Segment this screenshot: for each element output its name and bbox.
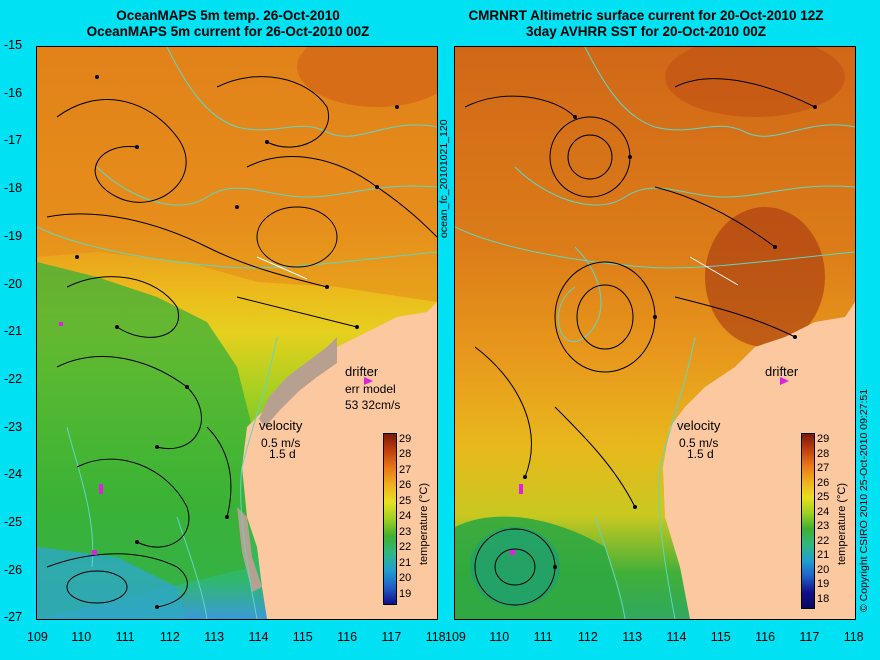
- left-colorbar: [383, 433, 397, 605]
- lon-tick: 110: [489, 630, 510, 644]
- lon-tick: 116: [337, 630, 358, 644]
- right-title-line2: 3day AVHRR SST for 20-Oct-2010 00Z: [525, 24, 767, 39]
- colorbar-tick: 21: [817, 549, 830, 561]
- lat-tick: -21: [4, 324, 23, 339]
- lat-tick: -25: [4, 515, 23, 529]
- model-map-panel: drifter err model 53 32cm/s velocity 0.5…: [36, 46, 438, 620]
- err-model-value: 53 32cm/s: [345, 398, 401, 412]
- velocity-scale: 0.5 m/s: [261, 436, 301, 450]
- lon-tick: 109: [27, 630, 48, 644]
- drifter-label: drifter: [345, 364, 379, 379]
- colorbar-tick: 26: [399, 479, 412, 492]
- observation-map-panel: drifter velocity 0.5 m/s 1.5 d 29 28 27 26 2…: [454, 46, 856, 620]
- left-title-line2: OceanMAPS 5m current for 26-Oct-2010 00Z: [86, 24, 370, 39]
- lon-tick: 118: [425, 630, 446, 644]
- lon-tick: 114: [666, 630, 687, 644]
- lat-tick: -17: [4, 133, 23, 148]
- colorbar-tick: 22: [399, 541, 412, 554]
- colorbar-tick: 24: [817, 505, 830, 518]
- lat-tick: -20: [4, 276, 23, 291]
- drifter-markers: [59, 322, 373, 555]
- right-panel-title: CMRNRT Altimetric surface current for 20…: [446, 8, 846, 40]
- colorbar-tick: 22: [817, 534, 830, 547]
- lon-tick: 109: [445, 630, 466, 644]
- lon-tick: 110: [71, 630, 92, 644]
- drifter-markers-right: [510, 377, 789, 555]
- lon-tick: 115: [292, 630, 313, 644]
- colorbar-tick: 25: [817, 491, 830, 503]
- lat-tick: -18: [4, 181, 23, 196]
- colorbar-tick: 20: [399, 572, 412, 585]
- colorbar-tick: 20: [817, 563, 830, 576]
- lat-tick: -23: [4, 419, 23, 434]
- lon-tick: 113: [204, 630, 225, 644]
- colorbar-tick: 28: [399, 448, 412, 461]
- lon-tick: 116: [755, 630, 776, 644]
- drifter-label-right: drifter: [765, 364, 799, 379]
- lon-tick: 111: [533, 630, 553, 644]
- left-panel-title: OceanMAPS 5m temp. 26-Oct-2010 OceanMAPS…: [28, 8, 428, 40]
- velocity-time-right: 1.5 d: [687, 447, 714, 461]
- lon-tick: 111: [115, 630, 135, 644]
- colorbar-tick: 27: [817, 462, 830, 474]
- lat-tick: -27: [4, 610, 23, 625]
- lat-tick: -16: [4, 85, 23, 100]
- velocity-scale-right: 0.5 m/s: [679, 436, 719, 450]
- colorbar-tick: 29: [399, 433, 412, 445]
- colorbar-tick: 19: [817, 578, 830, 590]
- sst-temperature-field: [455, 47, 855, 619]
- right-colorbar-title: temperature (°C): [836, 482, 848, 565]
- copyright-label: © Copyright CSIRO 2010 25-Oct-2010 09:27…: [858, 388, 870, 612]
- right-colorbar-ticks: 29 28 27 26 25 24 23 22 21 20 19 18: [817, 433, 847, 607]
- colorbar-tick: 27: [399, 463, 412, 476]
- lat-tick: -26: [4, 562, 23, 577]
- left-colorbar-ticks: 29 28 27 26 25 24 23 22 21 20 19: [399, 433, 429, 603]
- lon-tick: 113: [622, 630, 643, 644]
- colorbar-tick: 23: [399, 525, 412, 538]
- velocity-label-right: velocity: [677, 418, 721, 433]
- right-title-line1: CMRNRT Altimetric surface current for 20…: [468, 8, 824, 23]
- err-model-label: err model: [345, 382, 396, 396]
- colorbar-tick: 29: [817, 433, 830, 445]
- colorbar-tick: 25: [399, 494, 412, 507]
- right-colorbar: [801, 433, 815, 609]
- lat-tick: -15: [4, 38, 23, 52]
- lat-tick: -19: [4, 228, 23, 243]
- lat-tick: -24: [4, 467, 23, 482]
- lon-tick: 117: [381, 630, 402, 644]
- forecast-id-label: ocean_fc_20101021_120: [438, 119, 450, 238]
- velocity-time: 1.5 d: [269, 447, 296, 461]
- colorbar-tick: 26: [817, 476, 830, 489]
- colorbar-tick: 23: [817, 520, 830, 532]
- colorbar-tick: 28: [817, 447, 830, 460]
- model-temperature-field: [37, 47, 437, 619]
- left-colorbar-title: temperature (°C): [418, 482, 430, 565]
- lon-tick: 114: [248, 630, 269, 644]
- colorbar-tick: 19: [399, 587, 412, 600]
- lat-tick: -22: [4, 371, 23, 386]
- lon-tick: 115: [710, 630, 731, 644]
- colorbar-tick: 21: [399, 556, 412, 569]
- lon-tick: 117: [799, 630, 820, 644]
- colorbar-tick: 18: [817, 592, 830, 605]
- lon-tick: 118: [843, 630, 864, 644]
- colorbar-tick: 24: [399, 510, 412, 523]
- left-title-line1: OceanMAPS 5m temp. 26-Oct-2010: [116, 8, 340, 23]
- lon-tick: 112: [159, 630, 180, 644]
- velocity-label: velocity: [259, 418, 303, 433]
- lon-tick: 112: [577, 630, 598, 644]
